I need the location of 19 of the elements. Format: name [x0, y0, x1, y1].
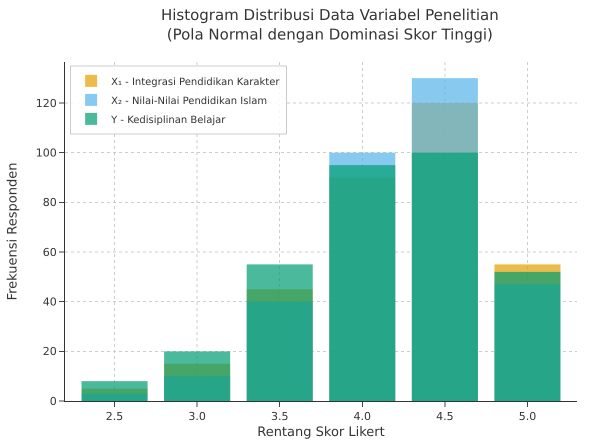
x-axis-title: Rentang Skor Likert — [257, 424, 385, 440]
y-tick-label: 100 — [36, 146, 57, 160]
x-tick-label: 3.5 — [270, 410, 288, 424]
y-axis-title: Frekuensi Responden — [6, 162, 21, 300]
y-tick-label: 0 — [50, 394, 57, 408]
x-tick-label: 4.5 — [436, 410, 454, 424]
legend-label: X₁ - Integrasi Pendidikan Karakter — [111, 76, 280, 88]
x-tick-label: 5.0 — [518, 410, 536, 424]
x-tick-label: 4.0 — [354, 410, 372, 424]
y-tick-label: 80 — [42, 196, 57, 210]
legend-label: X₂ - Nilai-Nilai Pendidikan Islam — [111, 96, 268, 107]
chart-title: Histogram Distribusi Data Variabel Penelitian (Pola Normal dengan Dominasi Skor Tinggi) — [160, 6, 499, 44]
y-tick-label: 40 — [42, 296, 57, 309]
y-tick-label: 20 — [42, 345, 57, 358]
y-tick-label: 60 — [42, 246, 57, 259]
x-tick-label: 3.0 — [188, 410, 206, 424]
legend-label: Y - Kedisiplinan Belajar — [110, 114, 226, 126]
y-tick-label: 120 — [36, 96, 57, 110]
x-tick-label: 2.5 — [106, 410, 124, 424]
